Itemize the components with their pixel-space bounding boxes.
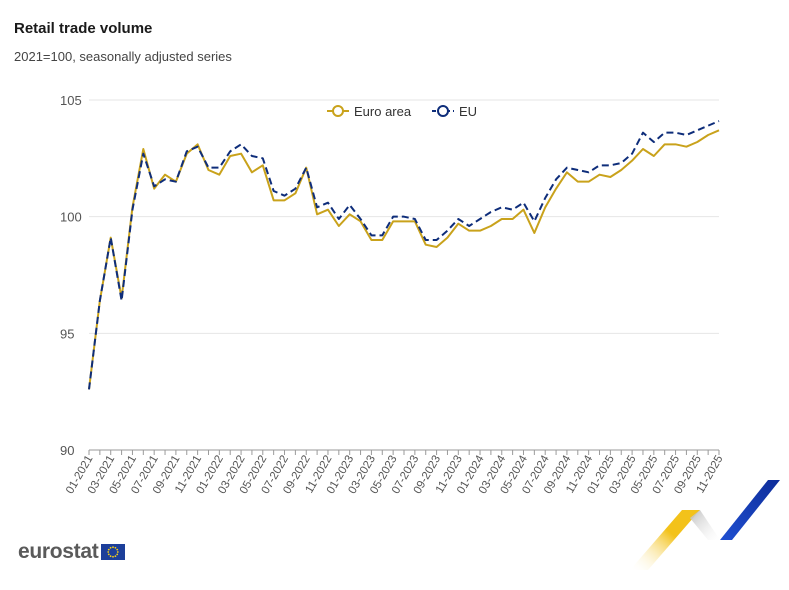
legend-label: EU	[459, 104, 477, 119]
chart-title: Retail trade volume	[14, 20, 153, 37]
grid	[89, 99, 719, 451]
series-line-euro-area[interactable]	[88, 129, 720, 390]
y-tick-label: 90	[60, 443, 74, 458]
chart-subtitle: 2021=100, seasonally adjusted series	[14, 49, 232, 64]
legend-marker	[332, 105, 344, 117]
y-tick-label: 95	[60, 326, 74, 341]
legend-label: Euro area	[354, 104, 412, 119]
legend-item-eu[interactable]: EU	[432, 104, 477, 119]
eu-flag-icon	[101, 544, 126, 560]
logo-text: eurostat	[18, 540, 99, 563]
eurostat-logo[interactable]: eurostat	[18, 540, 126, 564]
eurostat-arrow-graphic	[630, 480, 780, 570]
y-tick-label: 100	[60, 210, 82, 225]
legend-marker	[437, 105, 449, 117]
series-group	[88, 120, 720, 390]
y-tick-label: 105	[60, 93, 82, 108]
series-line-eu[interactable]	[88, 120, 720, 390]
y-axis: 90 95 100 105	[60, 93, 82, 458]
legend[interactable]: Euro area EU	[327, 104, 477, 119]
legend-item-euro-area[interactable]: Euro area	[327, 104, 412, 119]
